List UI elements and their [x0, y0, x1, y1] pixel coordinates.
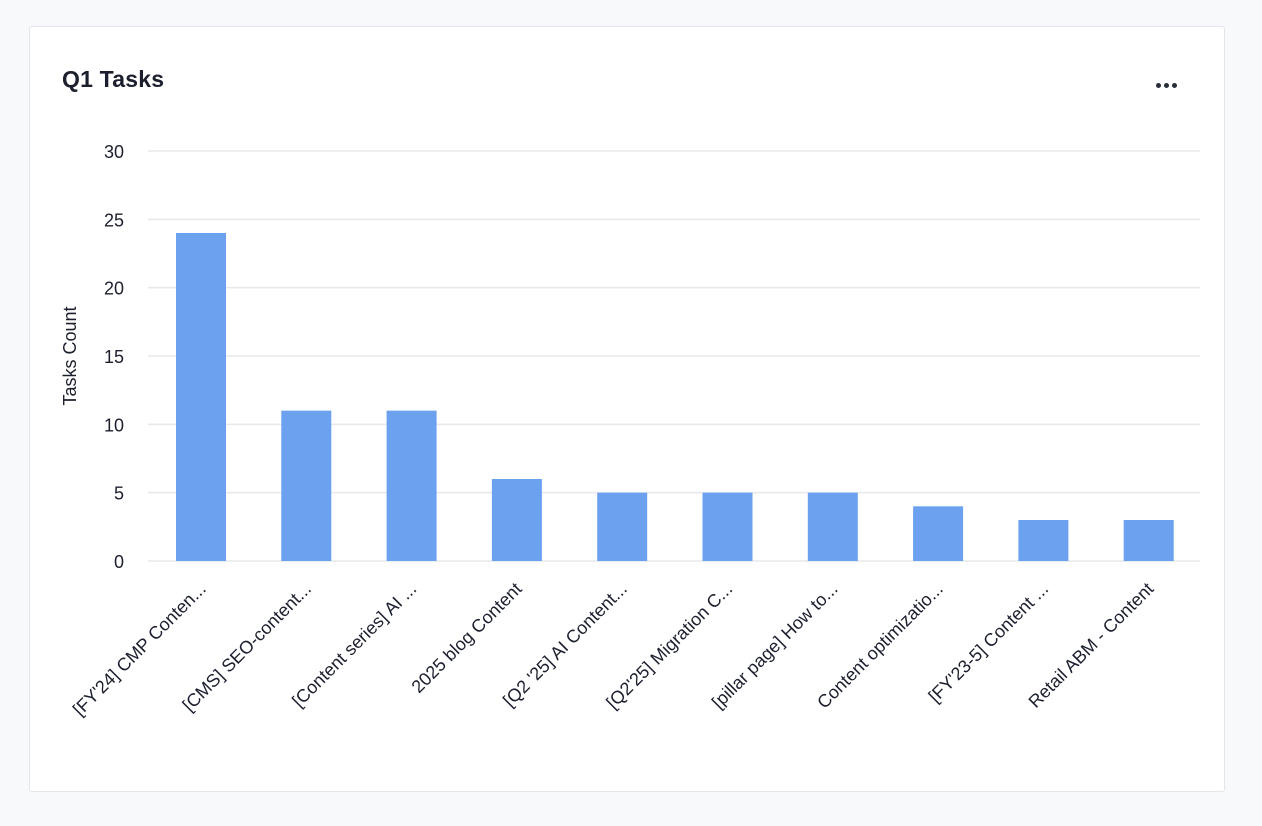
y-tick-label: 25 — [104, 210, 124, 230]
bar[interactable] — [281, 410, 332, 561]
x-tick-labels: [FY'24] CMP Conten...[CMS] SEO-content..… — [69, 579, 1158, 720]
bar[interactable] — [597, 492, 648, 561]
y-tick-label: 5 — [114, 484, 124, 504]
bar[interactable] — [1018, 520, 1069, 561]
bar[interactable] — [176, 233, 226, 561]
bar[interactable] — [702, 492, 753, 561]
bar[interactable] — [807, 492, 858, 561]
y-tick-labels: 0 5 10 15 20 25 30 — [104, 142, 124, 572]
y-axis-title: Tasks Count — [60, 306, 80, 405]
x-tick-label: 2025 blog Content — [408, 579, 526, 697]
more-horizontal-icon — [1155, 82, 1177, 88]
y-tick-label: 20 — [104, 279, 124, 299]
bar[interactable] — [491, 479, 542, 561]
bar[interactable] — [1123, 520, 1174, 561]
bar[interactable] — [386, 410, 437, 561]
more-options-button[interactable] — [1146, 71, 1186, 99]
y-tick-label: 0 — [114, 552, 124, 572]
chart-card: Q1 Tasks — [29, 26, 1225, 792]
y-tick-label: 15 — [104, 347, 124, 367]
chart-title: Q1 Tasks — [62, 66, 165, 92]
bars — [176, 233, 1174, 561]
x-tick-label: [FY'23-5] Content ... — [925, 579, 1053, 707]
bar[interactable] — [913, 506, 964, 561]
y-tick-label: 30 — [104, 142, 124, 162]
y-tick-label: 10 — [104, 415, 124, 435]
